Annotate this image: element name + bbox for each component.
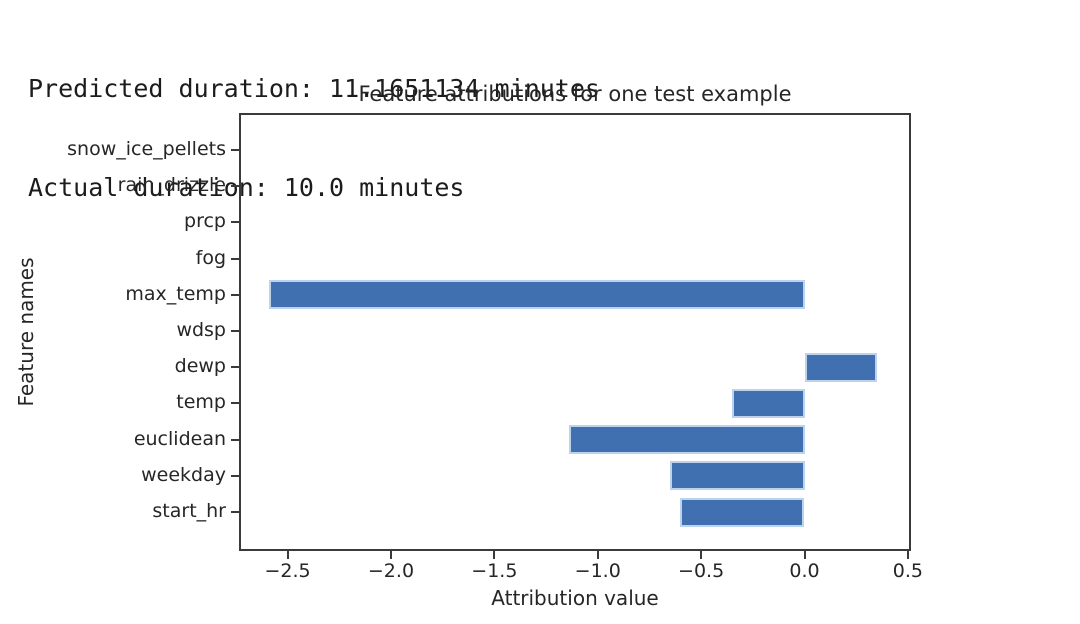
bar-max_temp xyxy=(268,280,805,310)
x-tick-mark xyxy=(596,551,599,559)
x-tick-mark xyxy=(286,551,289,559)
predicted-duration-line: Predicted duration: 11.1651134 minutes xyxy=(28,74,600,103)
y-tick-mark xyxy=(231,366,239,369)
bar-dewp xyxy=(804,352,877,382)
x-tick-label: −0.5 xyxy=(678,560,725,582)
y-tick-mark xyxy=(231,402,239,405)
y-tick-label-weekday: weekday xyxy=(141,463,226,486)
x-tick-label: −1.0 xyxy=(574,560,621,582)
y-tick-label-dewp: dewp xyxy=(174,355,226,378)
y-tick-mark xyxy=(231,438,239,441)
y-tick-label-snow_ice_pellets: snow_ice_pellets xyxy=(67,138,226,160)
x-tick-mark xyxy=(493,551,496,559)
y-tick-label-rain_drizzle: rain_drizzle xyxy=(117,174,226,197)
x-tick-mark xyxy=(803,551,806,559)
bar-euclidean xyxy=(568,425,805,455)
y-tick-label-max_temp: max_temp xyxy=(125,282,226,305)
duration-output-text: Predicted duration: 11.1651134 minutes A… xyxy=(28,6,600,270)
bar-start_hr xyxy=(680,497,805,527)
x-axis-label: Attribution value xyxy=(491,586,659,610)
y-tick-mark xyxy=(231,185,239,188)
y-tick-mark xyxy=(231,474,239,477)
x-tick-label: 0.0 xyxy=(789,560,820,582)
y-tick-label-euclidean: euclidean xyxy=(133,427,226,450)
x-tick-mark xyxy=(906,551,909,559)
actual-duration-line: Actual duration: 10.0 minutes xyxy=(28,173,465,202)
x-tick-label: −1.5 xyxy=(471,560,518,582)
x-tick-mark xyxy=(389,551,392,559)
y-tick-label-start_hr: start_hr xyxy=(152,500,226,522)
bar-weekday xyxy=(670,461,805,491)
y-tick-label-fog: fog xyxy=(195,246,226,269)
y-tick-mark xyxy=(231,330,239,332)
y-tick-mark xyxy=(231,149,239,151)
plot-area xyxy=(239,113,911,551)
y-tick-label-prcp: prcp xyxy=(184,210,226,233)
x-tick-mark xyxy=(700,551,703,559)
x-tick-label: 0.5 xyxy=(892,560,923,582)
y-tick-mark xyxy=(231,511,239,513)
y-tick-label-wdsp: wdsp xyxy=(176,319,226,341)
y-tick-mark xyxy=(231,257,239,260)
x-tick-label: −2.5 xyxy=(264,560,311,582)
chart-title: Feature attributions for one test exampl… xyxy=(358,82,792,106)
y-tick-mark xyxy=(231,221,239,224)
y-tick-mark xyxy=(231,293,239,296)
bar-temp xyxy=(732,388,805,418)
y-tick-label-temp: temp xyxy=(176,391,226,414)
x-tick-label: −2.0 xyxy=(367,560,415,582)
